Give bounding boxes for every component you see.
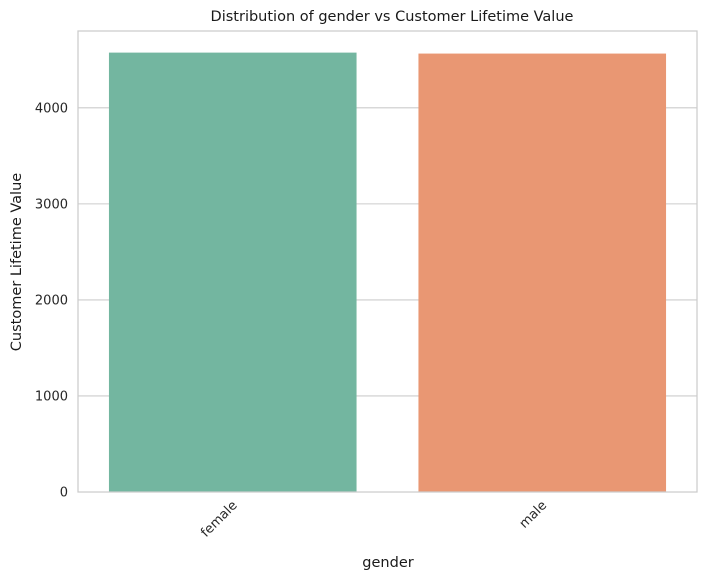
y-axis-label: Customer Lifetime Value [9,173,25,351]
bar-male [418,53,667,492]
y-tick-label: 3000 [35,197,68,212]
y-tick-label: 4000 [35,101,68,116]
y-tick-label: 2000 [35,293,68,308]
y-tick-label: 1000 [35,389,68,404]
chart-title: Distribution of gender vs Customer Lifet… [211,9,574,25]
plot-frame [77,30,698,493]
bars [108,52,667,492]
x-axis-label: gender [362,555,413,571]
y-tick-labels: 0 1000 2000 3000 4000 [35,101,68,500]
bar-female [108,52,357,492]
y-tick-label: 0 [60,486,68,501]
